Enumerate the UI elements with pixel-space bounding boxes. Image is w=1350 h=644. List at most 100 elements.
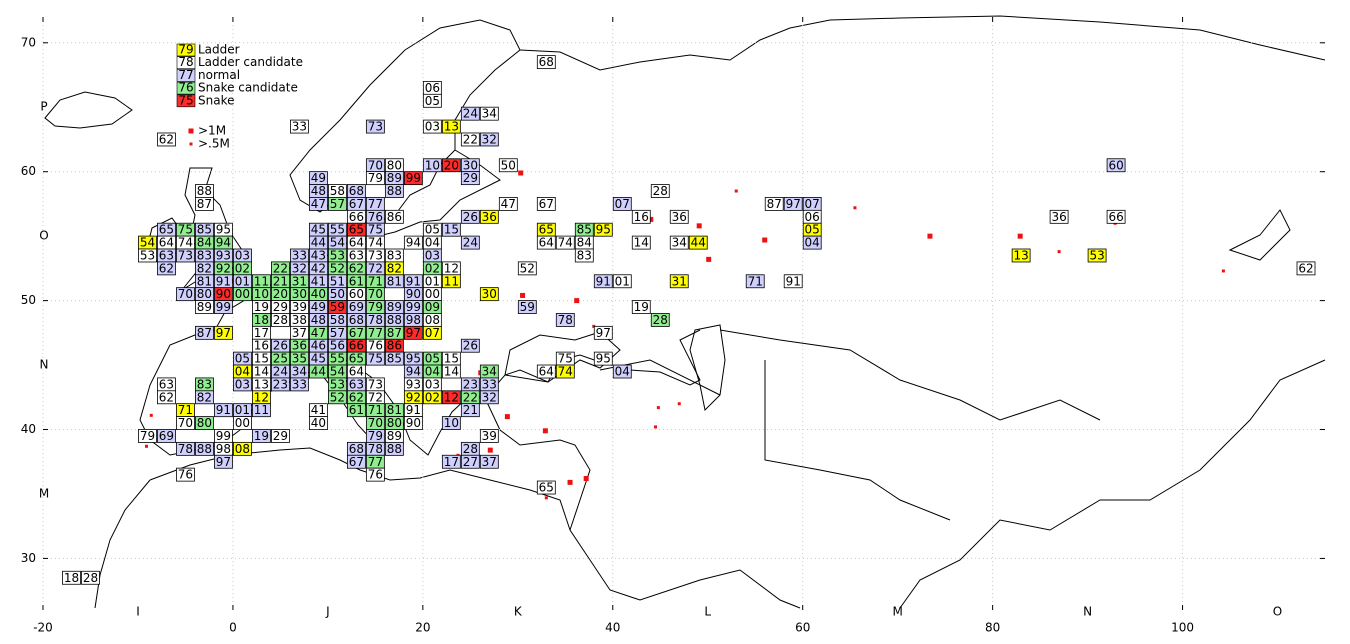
iceland [44,91,133,129]
square-box [555,235,575,250]
square-label: 92 [216,261,231,275]
square-label: 38 [292,313,307,327]
square-label: 05 [235,352,250,366]
city [1057,250,1061,254]
legend-label: Ladder [198,43,240,57]
square-label: 78 [178,442,193,456]
x-tick-label: 60 [795,621,810,635]
square-box [176,287,195,302]
square-box [574,248,594,263]
square-label: 12 [444,261,459,275]
square-label: 65 [539,223,554,237]
city [487,447,493,453]
square-box [593,351,613,366]
y-tick-label: 50 [21,293,36,307]
city [1221,269,1225,273]
square-box [460,171,480,186]
square-label: 47 [311,197,326,211]
square-label: 77 [368,197,383,211]
square-box [517,300,537,314]
square-label: 33 [482,377,497,391]
square-label: 48 [311,313,326,327]
square-label: 11 [254,274,269,288]
square-label: 12 [254,390,269,404]
square-label: 32 [482,390,497,404]
square-label: 22 [273,261,288,275]
square-label: 94 [216,236,231,250]
square-label: 30 [463,158,478,172]
square-label: 76 [178,468,193,482]
square-box [669,235,689,250]
square-label: 82 [197,261,212,275]
square-box [536,480,556,495]
square-label: 36 [1051,210,1066,224]
square-label: 39 [292,300,307,314]
square-box [441,390,461,405]
square-box [289,377,309,392]
square-label: 67 [349,326,364,340]
square-box [327,390,347,405]
square-label: 77 [368,455,383,469]
square-box [479,390,499,405]
square-label: 79 [368,300,383,314]
square-label: 50 [501,158,516,172]
square-label: 52 [330,261,345,275]
square-label: 84 [197,236,212,250]
square-box [271,377,290,392]
legend-city-label: >1M [198,124,226,138]
city [544,496,548,500]
square-label: 87 [197,326,212,340]
square-label: 82 [387,261,402,275]
square-label: 40 [311,416,326,430]
square-label: 30 [482,287,497,301]
x-tick-label: 20 [415,621,430,635]
square-label: 34 [672,236,687,250]
square-label: 04 [805,236,820,250]
square-label: 40 [311,287,326,301]
square-box [422,325,442,340]
square-box [289,119,309,134]
square-label: 72 [368,261,383,275]
square-label: 81 [387,403,402,417]
square-label: 68 [349,313,364,327]
square-label: 60 [349,287,364,301]
square-label: 58 [330,184,345,198]
square-box [176,467,195,482]
square-label: 89 [387,300,402,314]
square-label: 58 [330,313,345,327]
square-label: 57 [330,197,345,211]
square-box [479,454,499,469]
field-col-label: J [325,605,330,619]
legend-sample: 76 [178,81,193,95]
square-box [1296,261,1316,276]
square-label: 73 [368,377,383,391]
square-label: 51 [330,274,345,288]
square-label: 87 [767,197,782,211]
square-label: 25 [273,352,288,366]
india-china [899,359,1326,609]
square-label: 01 [615,274,630,288]
field-col-label: K [514,605,523,619]
square-label: 10 [444,416,459,430]
square-label: 18 [254,313,269,327]
square-label: 62 [159,132,174,146]
square-label: 04 [615,365,630,379]
square-label: 54 [330,236,345,250]
square-label: 95 [596,352,611,366]
square-box [62,570,81,585]
square-box [195,197,214,211]
square-box [669,209,689,224]
square-label: 69 [349,300,364,314]
square-label: 36 [292,339,307,353]
legend-swatch [176,69,196,82]
square-label: 18 [64,571,79,585]
square-label: 32 [292,261,307,275]
square-label: 07 [425,326,440,340]
square-box [593,274,613,289]
square-label: 84 [577,236,592,250]
square-label: 03 [235,248,250,262]
square-box [631,235,651,250]
square-label: 92 [406,390,421,404]
square-box [138,429,157,443]
